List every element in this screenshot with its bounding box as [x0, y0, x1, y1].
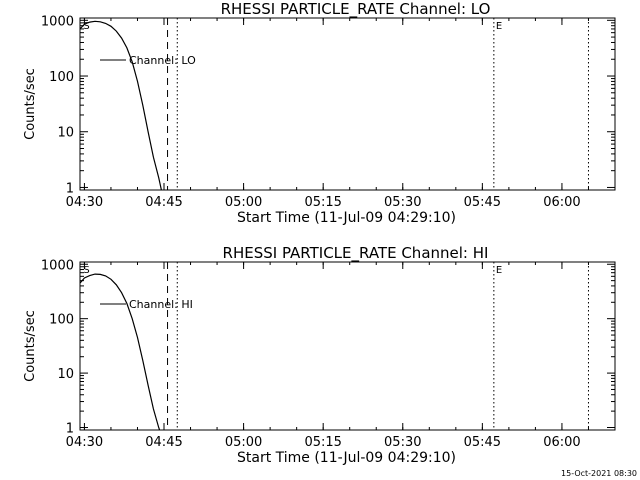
x-axis-label: Start Time (11-Jul-09 04:29:10): [237, 450, 456, 466]
start-marker: S: [83, 265, 89, 276]
chart-title: RHESSI PARTICLE_RATE Channel: HI: [223, 244, 489, 263]
series-line: [79, 20, 162, 191]
x-tick-label: 05:00: [225, 195, 262, 210]
event-line-label: E: [496, 265, 502, 276]
y-axis-label: Counts/sec: [23, 68, 38, 140]
x-tick-label: 05:30: [384, 435, 421, 450]
start-marker: S: [83, 21, 89, 32]
x-tick-label: 05:30: [384, 195, 421, 210]
chart-title: RHESSI PARTICLE_RATE Channel: LO: [221, 0, 491, 19]
series-line: [79, 273, 161, 431]
y-tick-label: 10: [57, 126, 74, 141]
legend-label: Channel: LO: [129, 54, 196, 67]
plot-frame: [79, 261, 616, 431]
plot-frame: [79, 17, 616, 191]
x-axis-label: Start Time (11-Jul-09 04:29:10): [237, 210, 456, 226]
y-tick-label: 1000: [41, 258, 74, 273]
x-tick-label: 05:45: [464, 435, 501, 450]
y-tick-label: 1: [66, 181, 74, 196]
x-tick-label: 04:30: [66, 435, 103, 450]
y-tick-label: 1: [66, 422, 74, 437]
x-tick-label: 04:45: [145, 435, 182, 450]
y-tick-label: 10: [57, 367, 74, 382]
y-tick-label: 100: [49, 313, 74, 328]
x-tick-label: 06:00: [543, 195, 580, 210]
footer-timestamp: 15-Oct-2021 08:30: [561, 469, 637, 478]
y-tick-label: 1000: [41, 14, 74, 29]
y-tick-label: 100: [49, 70, 74, 85]
chart-panel-0: RHESSI PARTICLE_RATE Channel: LO 04:30 04:…: [23, 0, 616, 226]
chart-panel-1: RHESSI PARTICLE_RATE Channel: HI 04:30 04:…: [23, 244, 616, 466]
x-tick-label: 05:45: [464, 195, 501, 210]
x-tick-label: 05:15: [304, 435, 341, 450]
legend-label: Channel: HI: [129, 298, 193, 311]
x-tick-label: 05:15: [304, 195, 341, 210]
event-line-label: E: [496, 21, 502, 32]
x-tick-label: 04:30: [66, 195, 103, 210]
x-tick-label: 04:45: [145, 195, 182, 210]
x-tick-label: 05:00: [225, 435, 262, 450]
y-axis-label: Counts/sec: [23, 310, 38, 382]
x-tick-label: 06:00: [543, 435, 580, 450]
